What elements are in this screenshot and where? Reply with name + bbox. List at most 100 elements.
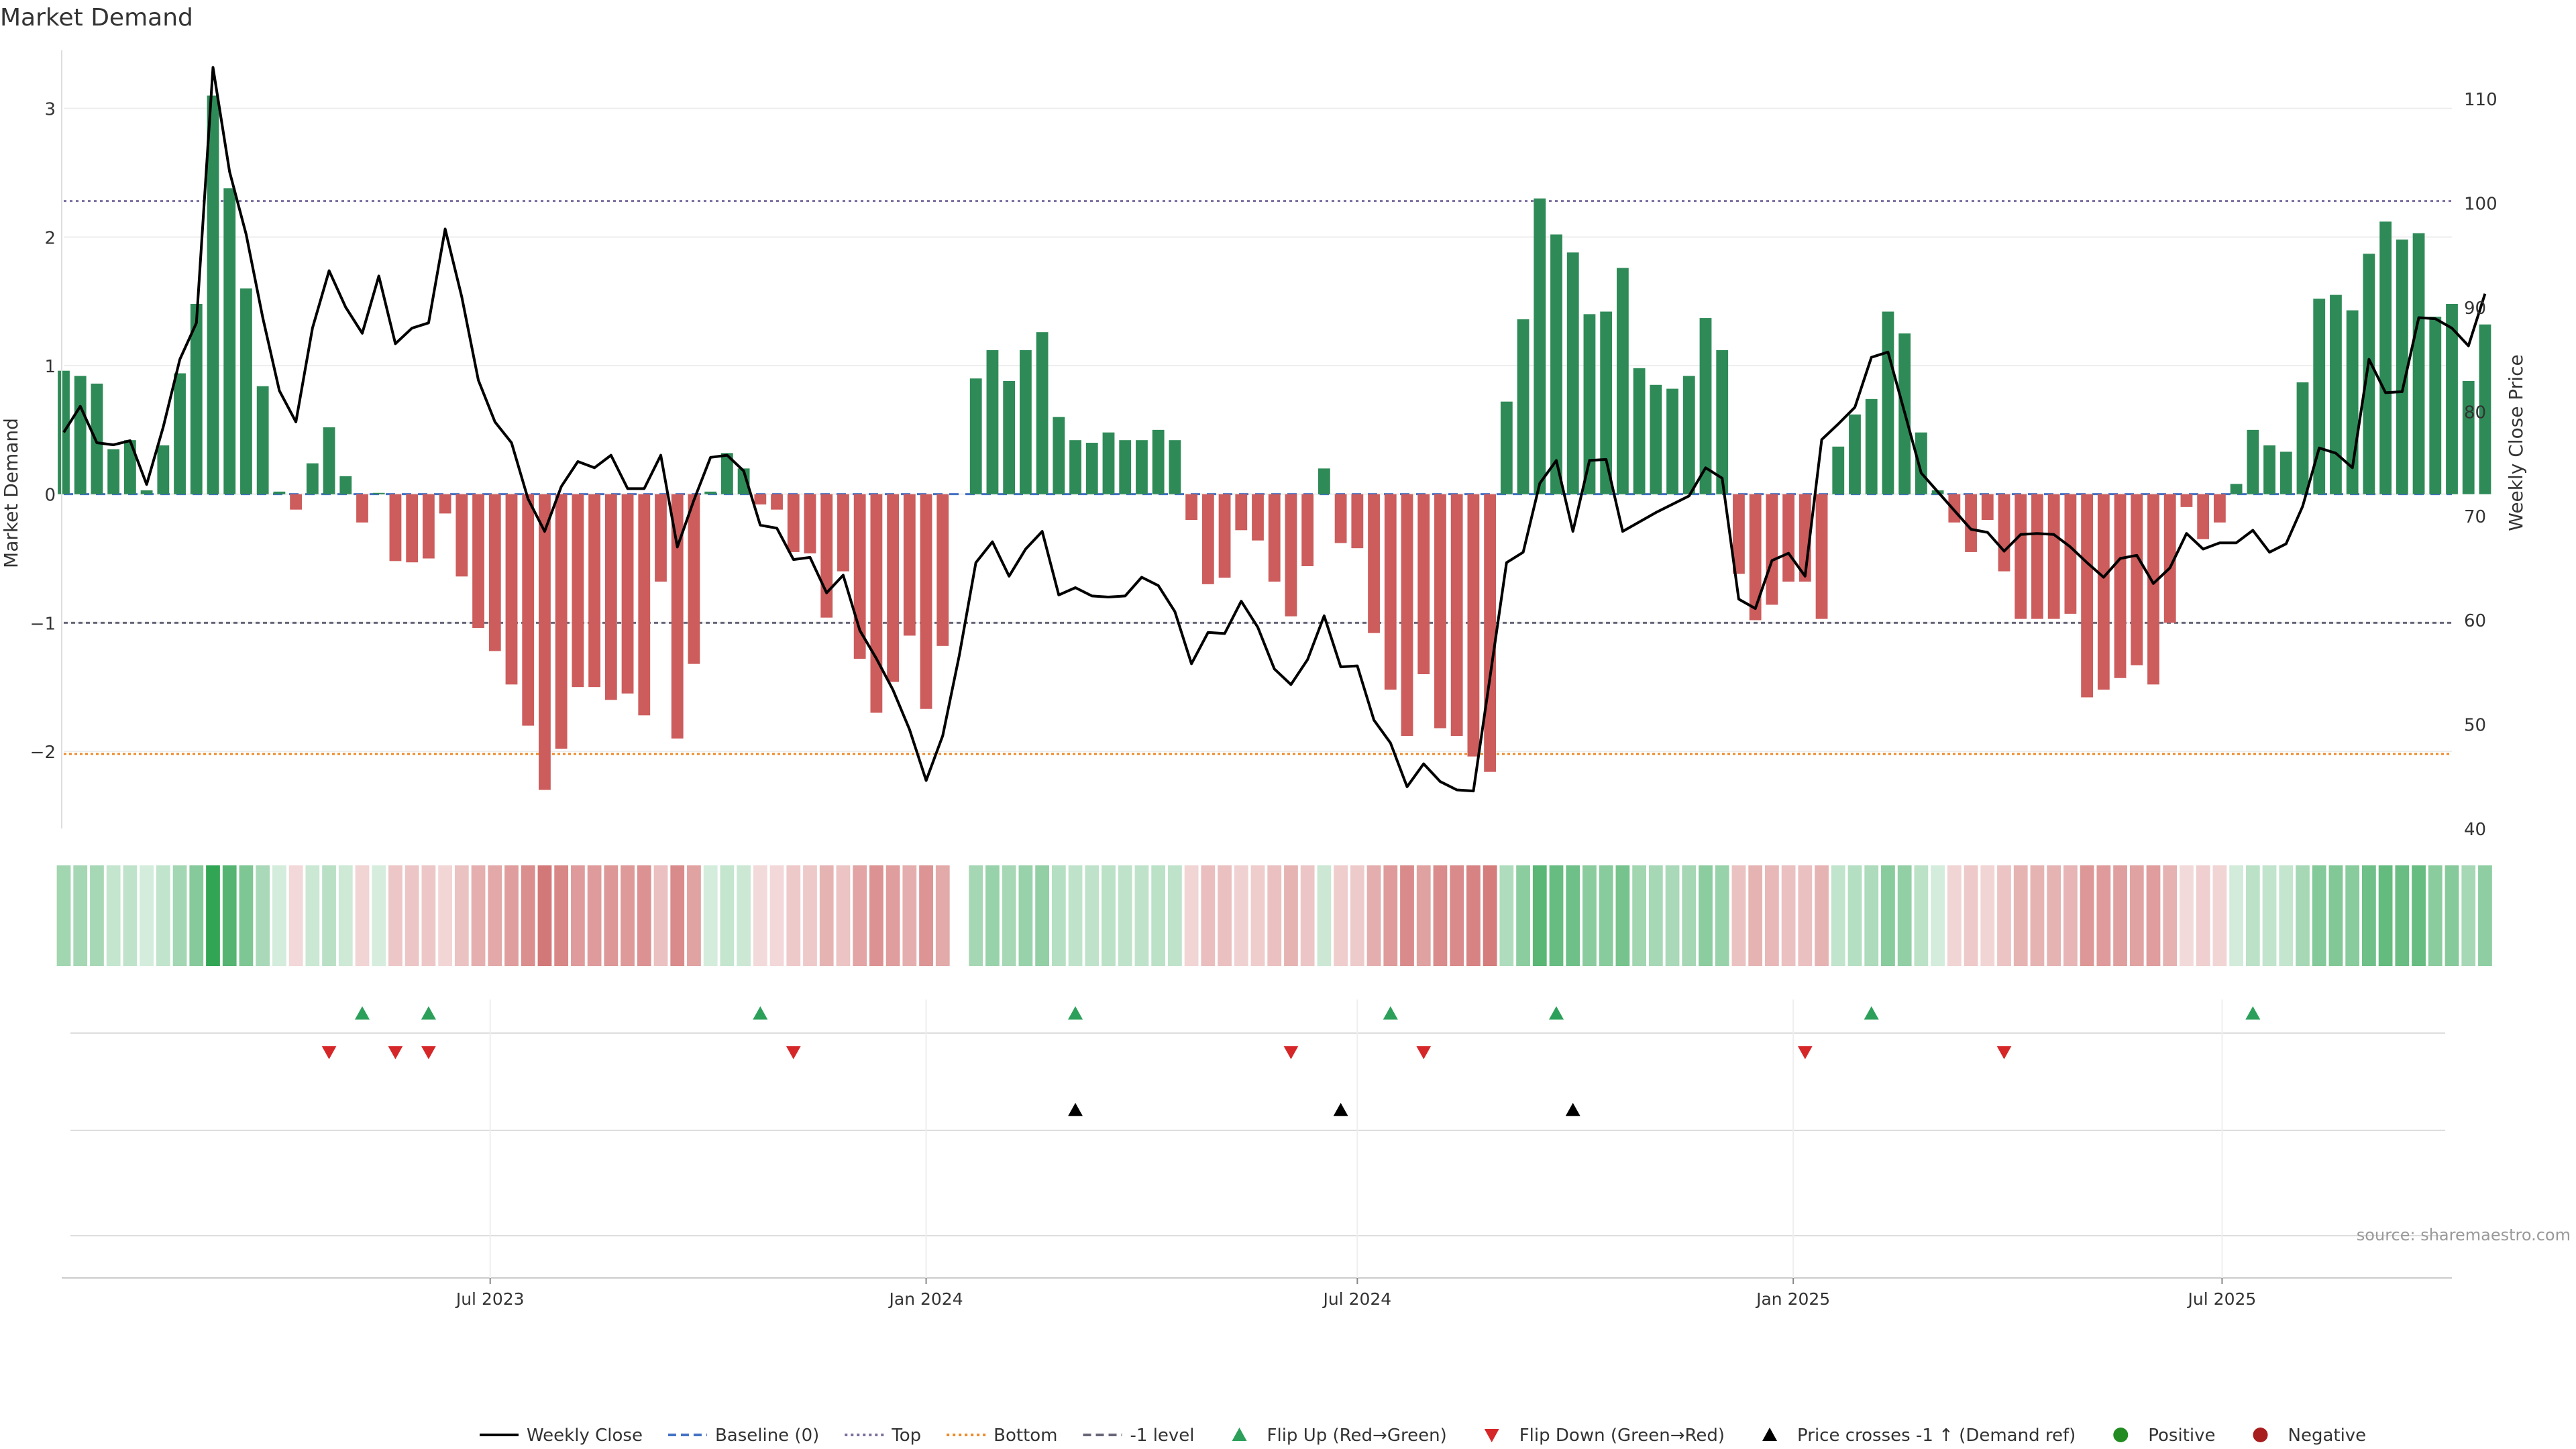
demand-bar	[2197, 494, 2210, 539]
heat-strip-cell	[1002, 865, 1016, 966]
flip-down-marker	[786, 1046, 801, 1059]
heat-strip-cell	[1267, 865, 1282, 966]
gridlines	[64, 107, 2452, 752]
heat-strip-cell	[1035, 865, 1049, 966]
demand-bar	[439, 494, 451, 514]
demand-bar	[1318, 468, 1330, 494]
heat-strip-cell	[1831, 865, 1845, 966]
heat-strip-cell	[1383, 865, 1398, 966]
demand-bar	[488, 494, 501, 651]
demand-bar	[1102, 432, 1115, 494]
demand-bar	[555, 494, 568, 749]
demand-bar	[969, 378, 982, 494]
demand-bar	[1915, 432, 1927, 494]
demand-bar	[1036, 332, 1049, 494]
demand-bar	[1136, 440, 1148, 494]
heat-strip-cell	[1847, 865, 1862, 966]
heat-strip-cell	[1748, 865, 1763, 966]
legend-item: Price crosses -1 ↑ (Demand ref)	[1762, 1426, 2076, 1446]
x-tick-label: Jul 2025	[2187, 1289, 2257, 1309]
legend-item: Flip Up (Red→Green)	[1232, 1426, 1447, 1446]
x-tick-label: Jul 2024	[1322, 1289, 1391, 1309]
heat-strip-cell	[2113, 865, 2127, 966]
heat-strip-cell	[521, 865, 535, 966]
demand-bar	[2047, 494, 2060, 619]
heat-strip-cell	[1980, 865, 1995, 966]
demand-bar	[621, 494, 634, 694]
demand-bar	[2429, 317, 2442, 494]
x-tick-label: Jan 2024	[888, 1289, 963, 1309]
heat-strip-cell	[56, 865, 71, 966]
y-tick-label: 0	[44, 486, 56, 506]
demand-bar	[1484, 494, 1497, 772]
reference-lines	[64, 200, 2452, 755]
heat-strip-cell	[2013, 865, 2028, 966]
legend-item: Flip Down (Green→Red)	[1484, 1426, 1725, 1446]
demand-bar	[389, 494, 402, 561]
heat-strip-cell	[140, 865, 154, 966]
heat-strip-cell	[769, 865, 784, 966]
heat-strip-cell	[2428, 865, 2443, 966]
heat-strip-cell	[338, 865, 353, 966]
heat-strip-cell	[885, 865, 900, 966]
demand-bar	[2097, 494, 2110, 690]
x-tick-label: Jul 2023	[455, 1289, 525, 1309]
demand-bar	[837, 494, 849, 572]
heat-strip-cell	[2146, 865, 2161, 966]
demand-bar	[1766, 494, 1778, 605]
weekly-close-line	[62, 66, 2487, 793]
demand-bar	[1351, 494, 1364, 549]
demand-bar	[2081, 494, 2094, 698]
legend-item: Bottom	[947, 1426, 1058, 1446]
flip-up-marker	[753, 1006, 768, 1020]
heat-strip-cell	[372, 865, 386, 966]
legend-label: Positive	[2148, 1426, 2215, 1446]
heat-strip-cell	[1914, 865, 1929, 966]
heat-strip-cell	[1168, 865, 1182, 966]
demand-bar	[2064, 494, 2077, 614]
demand-bar	[1467, 494, 1480, 757]
y2-tick-label: 90	[2464, 299, 2486, 319]
y2-tick-label: 60	[2464, 611, 2486, 631]
legend-label: Top	[891, 1426, 921, 1446]
heat-strip-cell	[206, 865, 220, 966]
flip-down-marker	[1996, 1046, 2012, 1059]
demand-bar	[720, 453, 733, 494]
heat-strip-cell	[1798, 865, 1813, 966]
demand-bar	[920, 494, 932, 709]
y-tick-label: −1	[30, 614, 56, 634]
heat-strip-cell	[1566, 865, 1580, 966]
heat-strip-cell	[985, 865, 1000, 966]
heat-strip-cell	[222, 865, 237, 966]
demand-bar	[1069, 440, 1081, 494]
heat-strip-cell	[405, 865, 419, 966]
heat-strip-cell	[288, 865, 303, 966]
demand-bar	[1682, 376, 1695, 494]
heat-strip-cell	[305, 865, 320, 966]
heat-strip-cell	[753, 865, 767, 966]
demand-bar	[505, 494, 518, 685]
flip-up-marker	[1068, 1006, 1083, 1020]
heat-strip-cell	[1499, 865, 1514, 966]
heat-strip-cell	[1350, 865, 1364, 966]
demand-bar	[1368, 494, 1380, 633]
heat-strip-cell	[1682, 865, 1697, 966]
heat-strip-cell	[1433, 865, 1448, 966]
demand-bar	[1616, 268, 1629, 494]
heat-strip-cell	[1450, 865, 1464, 966]
y-axis-label: Market Demand	[0, 418, 22, 568]
flip-down-marker	[1283, 1046, 1299, 1059]
demand-bar	[588, 494, 601, 688]
heat-strip-cell	[2180, 865, 2194, 966]
heat-strip-cell	[720, 865, 735, 966]
demand-bar	[737, 468, 750, 494]
heat-strip-cell	[1864, 865, 1879, 966]
demand-bar	[1201, 494, 1214, 584]
heat-strip-cell	[2030, 865, 2045, 966]
demand-bar	[1334, 494, 1347, 543]
demand-bar	[1252, 494, 1264, 541]
heat-strip-cell	[1648, 865, 1663, 966]
demand-bar	[2015, 494, 2027, 619]
demand-bar	[1965, 494, 1977, 552]
heat-strip-cell	[2296, 865, 2310, 966]
